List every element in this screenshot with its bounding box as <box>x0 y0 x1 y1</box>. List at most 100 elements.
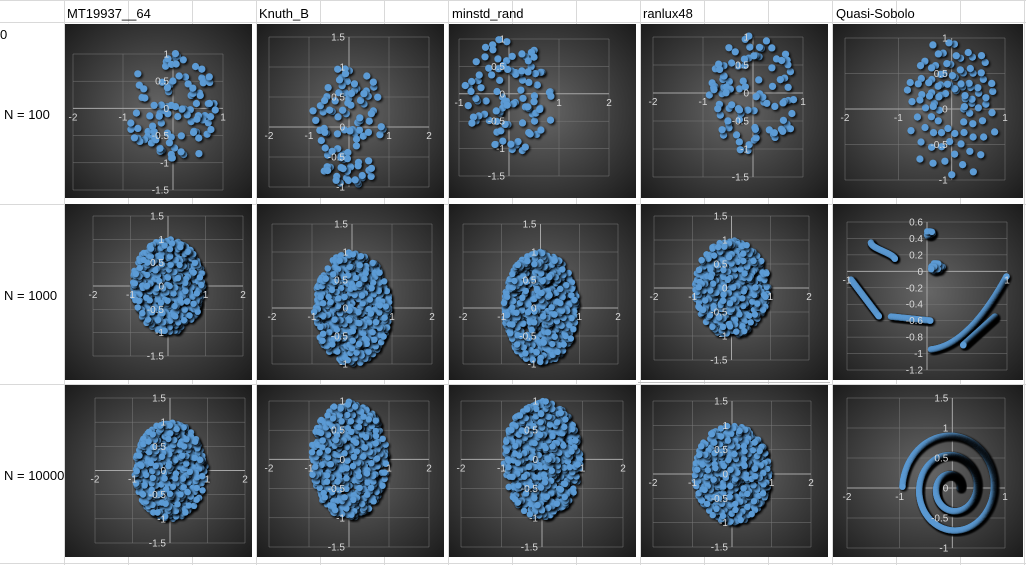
data-point <box>728 101 736 109</box>
data-point <box>204 119 212 127</box>
data-point <box>172 284 179 291</box>
data-point <box>551 333 558 340</box>
data-point <box>189 128 198 137</box>
data-point <box>511 290 518 297</box>
data-point <box>157 299 165 306</box>
cell-gridline <box>256 0 257 565</box>
scatter-chart[interactable]: -2 -1 1 -1 -0.5 0 0.5 1 <box>833 24 1023 198</box>
data-point <box>149 122 157 130</box>
data-point <box>715 243 722 251</box>
data-point <box>538 249 546 257</box>
data-point <box>207 113 215 121</box>
scatter-chart[interactable]: -2 -1 1 2 -1 -0.5 0 0.5 1 1.5 <box>257 24 444 198</box>
data-point <box>334 348 341 355</box>
data-point <box>349 327 356 335</box>
data-point <box>331 278 339 285</box>
y-tick-label: 1.5 <box>334 220 348 231</box>
data-point <box>770 129 778 137</box>
y-tick-label: -1.5 <box>710 356 728 367</box>
data-point <box>136 291 143 298</box>
data-point <box>549 351 556 358</box>
data-point <box>193 115 201 123</box>
cell-gridline <box>832 0 833 565</box>
scatter-chart[interactable]: -1 1 2 -1.5 -1 -0.5 0 0.5 1 <box>449 24 636 198</box>
scatter-chart[interactable]: -2 -1 1 -1.5 -1 -0.5 0 0.5 1 <box>65 24 252 198</box>
column-header-mt19937: MT19937__64 <box>67 6 151 21</box>
data-point <box>921 123 929 132</box>
data-point <box>485 64 493 72</box>
data-point <box>965 79 973 87</box>
data-point <box>136 137 144 145</box>
data-point <box>752 284 759 291</box>
scatter-chart[interactable]: -2 -1 1 2 -1.5 -1 -0.5 0 0.5 1 1.5 <box>641 204 828 380</box>
data-point <box>177 299 185 306</box>
data-point <box>350 80 358 88</box>
data-point <box>171 103 180 111</box>
y-tick-label: -0.5 <box>328 153 346 164</box>
y-tick-label: 0.5 <box>523 276 537 287</box>
data-point <box>134 304 141 311</box>
data-point <box>538 270 545 277</box>
data-point <box>374 93 382 101</box>
data-point <box>553 317 560 325</box>
data-point <box>171 144 179 152</box>
data-point <box>921 104 930 112</box>
data-point <box>167 133 175 141</box>
data-point <box>182 287 189 295</box>
data-point <box>355 126 364 134</box>
data-point <box>365 117 373 125</box>
y-tick-label: 0 <box>743 89 749 100</box>
data-point <box>177 132 185 140</box>
data-point <box>183 111 191 119</box>
data-point <box>759 306 767 313</box>
data-point <box>519 294 526 301</box>
scatter-chart[interactable]: -2 -1 1 2 -1 -0.5 0 0.5 1 1.5 <box>257 204 444 380</box>
data-point <box>344 272 352 279</box>
data-point <box>376 324 383 331</box>
data-point <box>759 93 767 101</box>
scatter-chart[interactable]: -2 -1 1 -1.5 -1 -0.5 0 0.5 1 <box>641 24 828 198</box>
data-point <box>520 272 527 280</box>
data-point <box>928 228 935 236</box>
data-point <box>481 43 490 51</box>
data-point <box>968 53 976 61</box>
data-point <box>539 303 546 310</box>
data-point <box>732 316 739 324</box>
data-point <box>174 275 182 282</box>
y-tick-label: -1 <box>740 145 749 156</box>
data-point <box>340 126 348 134</box>
data-point <box>523 278 530 285</box>
y-tick-label: 0 <box>942 105 948 116</box>
x-tick-label: -2 <box>649 97 658 108</box>
y-tick-label: -1 <box>528 360 537 371</box>
data-point <box>177 148 185 156</box>
data-point <box>152 267 159 274</box>
data-point <box>522 355 530 362</box>
data-point <box>184 80 192 88</box>
chart-svg: -1 1 2-1.5-1-0.500.51 <box>449 24 636 198</box>
data-point <box>529 275 537 283</box>
data-point <box>928 143 936 151</box>
data-point <box>559 347 567 354</box>
data-point <box>376 131 384 139</box>
data-point <box>788 109 796 118</box>
scatter-chart[interactable]: -2 -1 1 2 -1 -0.5 0 0.5 1 1.5 <box>449 204 636 380</box>
data-point <box>751 291 758 299</box>
data-point <box>761 276 768 284</box>
data-point <box>333 326 340 333</box>
scatter-chart[interactable]: -2 -1 1 2 -1.5 -1 -0.5 0 0.5 1 1.5 <box>65 204 252 380</box>
data-point <box>526 130 534 138</box>
scatter-chart[interactable]: -1 1 -1.2 -1 -0.8 -0.6 -0.4 -0.2 0 0.2 0.4 0.6 <box>833 204 1023 380</box>
data-point <box>161 327 168 334</box>
data-point <box>735 138 743 146</box>
data-point <box>493 87 501 96</box>
data-point <box>542 358 549 365</box>
data-point <box>165 139 173 147</box>
data-point <box>175 72 183 80</box>
data-point <box>557 285 564 292</box>
data-point <box>153 285 160 292</box>
column-header-knuth-b: Knuth_B <box>259 6 309 21</box>
data-point <box>469 113 477 121</box>
data-point <box>474 77 482 85</box>
chart-svg: -2 -1 1-1.5-1-0.500.51 <box>65 24 252 198</box>
